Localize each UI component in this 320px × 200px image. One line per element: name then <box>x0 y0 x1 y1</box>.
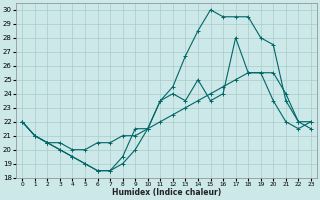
X-axis label: Humidex (Indice chaleur): Humidex (Indice chaleur) <box>112 188 221 197</box>
